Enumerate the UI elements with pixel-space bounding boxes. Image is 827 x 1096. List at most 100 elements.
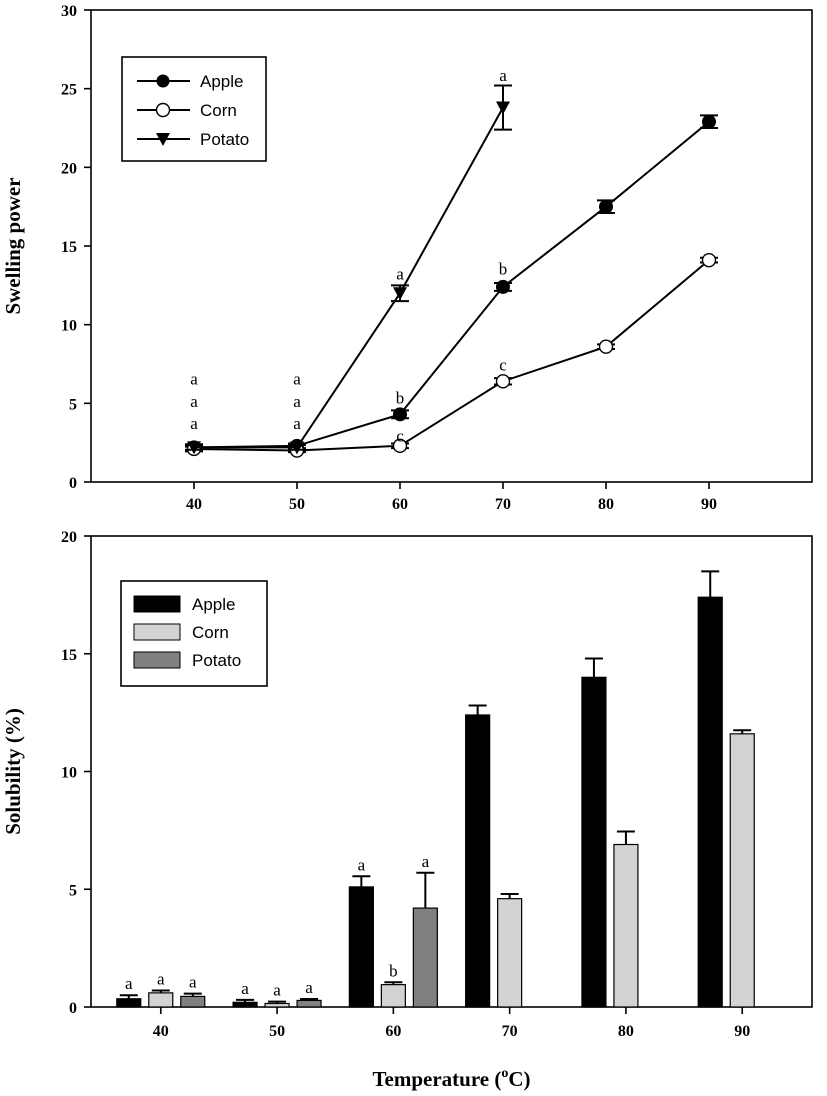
bottom-error-bar [236,998,255,1003]
bar-corn [264,1002,290,1008]
x-axis-title-unit: C) [508,1067,530,1091]
bar-corn [497,898,523,1008]
bottom-y-tick-label: 0 [69,1000,77,1017]
bar-apple [116,998,142,1008]
top-legend-label: Potato [200,130,249,149]
bottom-legend-label: Apple [192,595,235,614]
bottom-x-tick-label: 70 [502,1023,518,1040]
top-x-tick-label: 50 [289,496,305,513]
top-annotation-letter: a [396,264,404,283]
top-point-apple [599,199,613,214]
top-annotation-letter: c [396,426,404,445]
bottom-legend-swatch [133,595,181,613]
top-y-tick-label: 25 [61,82,77,99]
top-annotation-letter: a [293,370,301,389]
top-y-tick-label: 20 [61,160,77,177]
bottom-legend-label: Potato [192,651,241,670]
top-point-potato [290,441,304,455]
bottom-annotation-letter: a [125,974,133,993]
top-annotation-letter: b [396,389,405,408]
top-point-apple [702,114,716,129]
top-annotation-letter: a [190,370,198,389]
top-x-tick-label: 70 [495,496,511,513]
bottom-legend-swatch [133,651,181,669]
bottom-error-bar [701,570,720,598]
bottom-annotation-letter: a [189,973,197,992]
bottom-error-bar [352,875,371,887]
bar-corn [613,843,639,1008]
bottom-x-tick-label: 80 [618,1023,634,1040]
bottom-error-bar [584,657,603,678]
top-legend-label: Apple [200,72,243,91]
top-annotation-letter: a [190,392,198,411]
top-point-apple [496,279,510,294]
bottom-annotation-letter: a [305,978,313,997]
top-series-line-potato [194,107,504,449]
top-annotation-letter: b [499,260,508,279]
top-x-tick-label: 40 [186,496,202,513]
top-annotation-letter: c [499,356,507,375]
top-y-tick-label: 30 [61,3,77,20]
top-annotation-letter: a [293,392,301,411]
bottom-y-tick-label: 20 [61,529,77,546]
top-legend-marker [155,102,171,118]
bottom-annotation-letter: a [358,855,366,874]
top-y-tick-label: 10 [61,318,77,335]
bottom-error-bar [384,981,403,985]
bar-corn [729,733,755,1008]
top-point-corn [598,339,614,354]
bottom-error-bar [268,1000,287,1004]
bottom-legend-label: Corn [192,623,229,642]
bar-potato [180,995,206,1008]
top-annotation-letter: a [293,414,301,433]
top-y-axis-title: Swelling power [1,177,25,314]
top-point-corn [701,252,717,268]
top-annotation-letter: a [499,66,507,85]
top-point-potato [187,441,201,455]
bottom-y-tick-label: 10 [61,765,77,782]
bottom-x-tick-label: 60 [385,1023,401,1040]
bottom-annotation-letter: a [422,852,430,871]
bar-apple [348,886,374,1008]
top-legend-label: Corn [200,101,237,120]
bar-corn [148,992,174,1008]
bottom-x-axis-title: Temperature (oC) [372,1066,530,1091]
bar-apple [697,596,723,1008]
bottom-error-bar [151,989,170,993]
top-annotation-letter: a [190,414,198,433]
bar-corn [380,984,406,1008]
bottom-y-axis-title: Solubility (%) [1,708,25,835]
bottom-error-bar [733,729,752,734]
bottom-error-bar [183,992,202,997]
top-x-tick-label: 60 [392,496,408,513]
top-x-tick-label: 80 [598,496,614,513]
bottom-error-bar [119,994,138,999]
top-legend-marker [156,74,170,88]
bar-potato [296,999,322,1008]
bottom-legend: Apple Corn Potato [120,580,268,687]
bottom-annotation-letter: a [157,970,165,989]
top-y-tick-label: 15 [61,239,77,256]
top-series-line-apple [193,120,710,449]
bottom-error-bar [300,997,319,1001]
bottom-y-tick-label: 15 [61,647,77,664]
top-series-line-corn [193,259,710,452]
bar-apple [581,676,607,1008]
top-x-tick-label: 90 [701,496,717,513]
bar-potato [412,907,438,1008]
solubility-chart: 0 5 10 15 20 40 50 60 70 80 90 Solubility (%) Temper… [1,529,813,1091]
bottom-error-bar [616,830,635,845]
bottom-annotation-letter: b [389,961,398,980]
x-axis-title-degree: o [501,1066,508,1081]
top-point-potato [393,287,407,301]
bottom-annotation-letter: a [273,981,281,1000]
bottom-y-tick-label: 5 [69,882,77,899]
bottom-x-tick-label: 90 [734,1023,750,1040]
bottom-legend-swatch [133,623,181,641]
x-axis-title-main: Temperature ( [372,1067,501,1091]
top-legend: Apple Corn Potato [121,56,267,162]
bar-apple [465,714,491,1008]
